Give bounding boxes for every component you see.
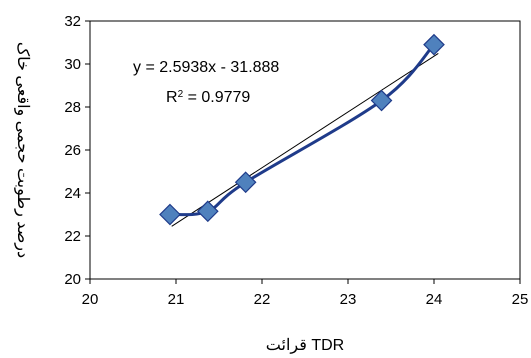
y-tick-label: 20 [64, 271, 81, 288]
data-point-diamond [196, 200, 219, 223]
x-tick-label: 22 [254, 291, 271, 308]
x-tick-label: 25 [512, 291, 529, 308]
r-squared-value: = 0.9779 [183, 89, 250, 106]
y-tick-label: 26 [64, 142, 81, 159]
series-layer [159, 33, 445, 226]
x-tick-label: 21 [168, 291, 185, 308]
x-tick-label: 23 [340, 291, 357, 308]
trendline-r-squared: R2 = 0.9779 [166, 89, 250, 107]
data-point-diamond [370, 89, 393, 112]
y-tick-label: 32 [64, 13, 81, 30]
axes-layer [85, 20, 521, 284]
trendline-equation: y = 2.5938x - 31.888 [133, 59, 279, 76]
trendline-layer [171, 52, 439, 227]
y-tick-label: 22 [64, 228, 81, 245]
x-axis-label: قرائت TDR [266, 337, 344, 354]
x-tick-label: 20 [82, 291, 99, 308]
plot-area [90, 21, 520, 279]
y-axis-label: درصد رطوبت حجمی واقعی خاک [14, 42, 31, 258]
x-tick-label: 24 [426, 291, 443, 308]
y-tick-label: 24 [64, 185, 81, 202]
data-point-diamond [159, 203, 181, 226]
r-squared-label: R [166, 89, 178, 106]
data-point-diamond [234, 171, 257, 194]
y-tick-label: 30 [64, 56, 81, 73]
y-tick-label: 28 [64, 99, 81, 116]
tick-label-layer: 20 21 22 23 24 25 20 22 24 26 28 30 32 [64, 13, 528, 308]
data-point-diamond [423, 33, 445, 56]
r-squared-superscript: 2 [178, 89, 184, 100]
linear-trendline [171, 52, 439, 227]
